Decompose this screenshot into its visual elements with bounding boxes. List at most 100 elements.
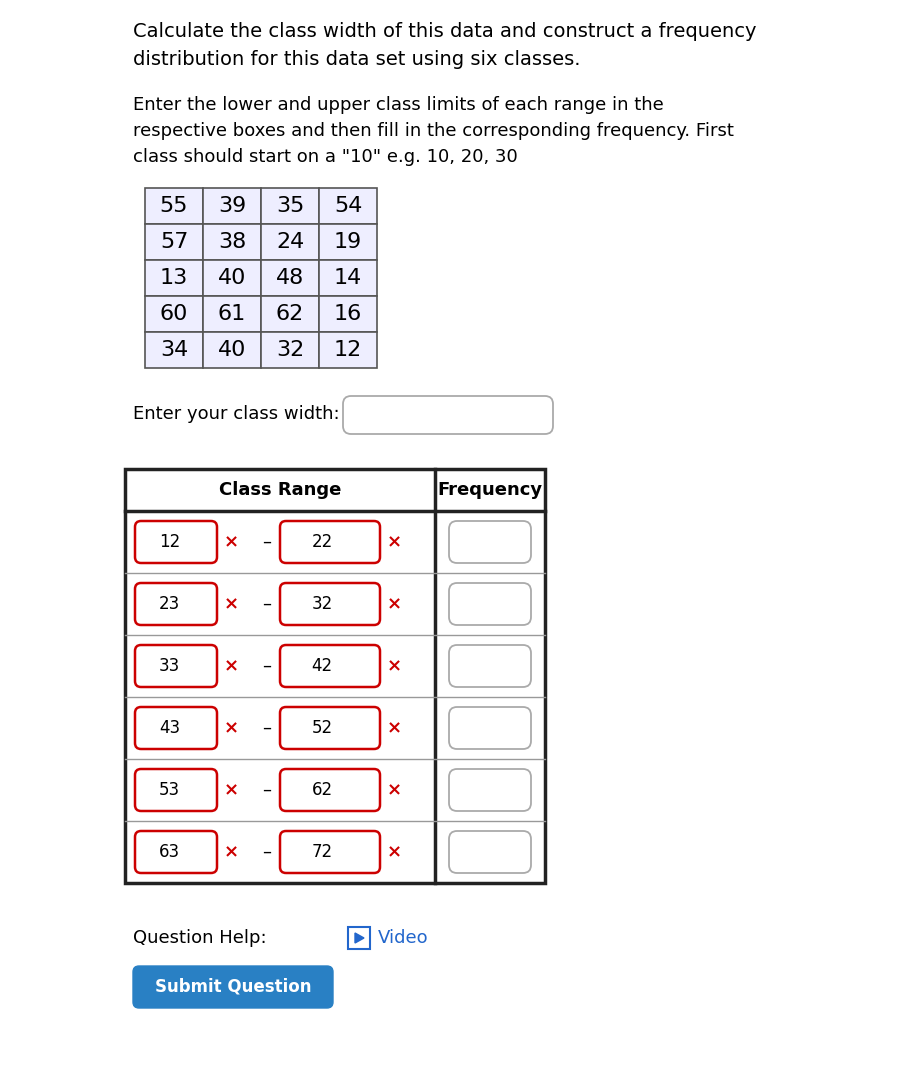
FancyBboxPatch shape: [280, 521, 380, 563]
FancyBboxPatch shape: [280, 583, 380, 625]
Text: ×: ×: [224, 533, 238, 551]
Bar: [261, 260, 319, 296]
Text: 40: 40: [218, 340, 246, 360]
Text: ×: ×: [224, 657, 238, 675]
FancyBboxPatch shape: [280, 831, 380, 873]
Text: 22: 22: [312, 533, 333, 551]
Bar: [203, 260, 261, 296]
Text: ×: ×: [386, 657, 402, 675]
Text: Calculate the class width of this data and construct a frequency: Calculate the class width of this data a…: [133, 22, 756, 41]
FancyBboxPatch shape: [135, 521, 217, 563]
Text: 34: 34: [160, 340, 188, 360]
Text: ×: ×: [386, 533, 402, 551]
FancyBboxPatch shape: [135, 645, 217, 687]
Text: 23: 23: [159, 595, 180, 613]
FancyBboxPatch shape: [449, 707, 531, 749]
Text: 62: 62: [312, 781, 333, 799]
Text: 35: 35: [275, 196, 305, 216]
Text: 33: 33: [159, 657, 180, 675]
Text: 39: 39: [218, 196, 246, 216]
Text: 32: 32: [312, 595, 333, 613]
FancyBboxPatch shape: [449, 521, 531, 563]
FancyBboxPatch shape: [449, 583, 531, 625]
Text: –: –: [263, 533, 272, 551]
Text: 12: 12: [334, 340, 362, 360]
FancyBboxPatch shape: [135, 831, 217, 873]
Text: 57: 57: [160, 232, 188, 252]
Text: 61: 61: [218, 304, 246, 324]
Bar: [348, 927, 370, 949]
Text: Submit Question: Submit Question: [155, 978, 311, 996]
FancyBboxPatch shape: [280, 645, 380, 687]
Bar: [145, 260, 203, 296]
Bar: [319, 260, 377, 296]
Bar: [125, 469, 545, 883]
Text: –: –: [263, 719, 272, 738]
Bar: [203, 224, 261, 260]
Text: Question Help:: Question Help:: [133, 929, 266, 947]
Text: 32: 32: [275, 340, 305, 360]
Text: respective boxes and then fill in the corresponding frequency. First: respective boxes and then fill in the co…: [133, 122, 734, 140]
FancyBboxPatch shape: [449, 831, 531, 873]
Text: Enter the lower and upper class limits of each range in the: Enter the lower and upper class limits o…: [133, 96, 664, 114]
FancyBboxPatch shape: [449, 769, 531, 811]
Text: distribution for this data set using six classes.: distribution for this data set using six…: [133, 50, 581, 69]
Text: 60: 60: [160, 304, 188, 324]
Bar: [203, 188, 261, 224]
Bar: [203, 332, 261, 368]
Text: –: –: [263, 595, 272, 613]
Text: 72: 72: [312, 843, 333, 861]
Text: 16: 16: [334, 304, 362, 324]
Text: –: –: [263, 781, 272, 799]
FancyBboxPatch shape: [449, 645, 531, 687]
Text: 13: 13: [160, 268, 188, 288]
Text: 63: 63: [159, 843, 180, 861]
Text: 42: 42: [312, 657, 333, 675]
Text: ×: ×: [386, 781, 402, 799]
Text: ×: ×: [386, 595, 402, 613]
FancyBboxPatch shape: [133, 966, 333, 1008]
Bar: [145, 224, 203, 260]
Bar: [203, 296, 261, 332]
Text: Frequency: Frequency: [437, 481, 543, 499]
Bar: [261, 224, 319, 260]
Bar: [145, 332, 203, 368]
FancyBboxPatch shape: [280, 769, 380, 811]
FancyBboxPatch shape: [280, 707, 380, 749]
Bar: [319, 188, 377, 224]
Text: class should start on a "10" e.g. 10, 20, 30: class should start on a "10" e.g. 10, 20…: [133, 148, 518, 166]
Bar: [261, 332, 319, 368]
Text: 24: 24: [275, 232, 305, 252]
Text: 12: 12: [159, 533, 180, 551]
Text: Class Range: Class Range: [219, 481, 341, 499]
Text: ×: ×: [224, 843, 238, 861]
Text: 38: 38: [218, 232, 246, 252]
FancyBboxPatch shape: [135, 769, 217, 811]
Text: 52: 52: [312, 719, 333, 738]
Bar: [319, 224, 377, 260]
Text: ×: ×: [224, 719, 238, 738]
FancyBboxPatch shape: [135, 583, 217, 625]
Text: 40: 40: [218, 268, 246, 288]
Text: 54: 54: [334, 196, 362, 216]
Text: 14: 14: [334, 268, 362, 288]
Text: ×: ×: [224, 781, 238, 799]
Bar: [319, 296, 377, 332]
Text: 19: 19: [334, 232, 362, 252]
FancyBboxPatch shape: [343, 396, 553, 434]
Text: 55: 55: [160, 196, 188, 216]
Text: –: –: [263, 843, 272, 861]
Text: 53: 53: [159, 781, 180, 799]
Bar: [261, 296, 319, 332]
Bar: [145, 296, 203, 332]
Text: Enter your class width:: Enter your class width:: [133, 405, 340, 423]
Polygon shape: [355, 932, 364, 943]
Bar: [261, 188, 319, 224]
Text: Video: Video: [378, 929, 429, 947]
Text: 62: 62: [275, 304, 305, 324]
Bar: [145, 188, 203, 224]
Text: 48: 48: [275, 268, 305, 288]
Bar: [319, 332, 377, 368]
FancyBboxPatch shape: [135, 707, 217, 749]
Text: ×: ×: [386, 719, 402, 738]
